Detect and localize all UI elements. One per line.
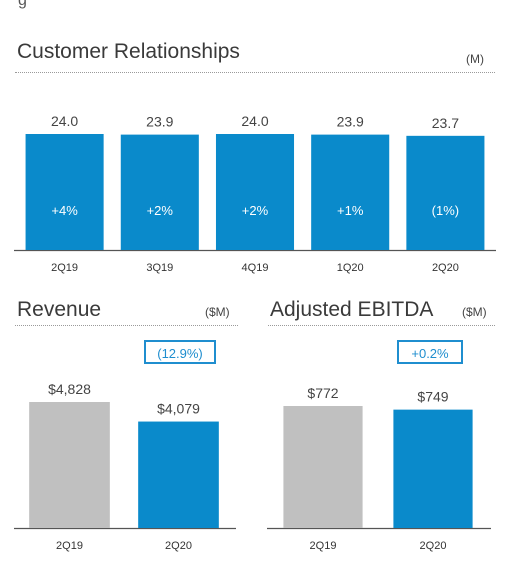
value-label-1q20: 23.9 — [337, 114, 364, 130]
revenue-title-rule — [15, 325, 238, 326]
bar-3q19 — [120, 134, 199, 250]
x-tick-label-2q19: 2Q19 — [51, 262, 78, 274]
bar-2q20 — [393, 409, 473, 528]
x-tick-label-3q19: 3Q19 — [146, 262, 173, 274]
x-tick-label-2q20: 2Q20 — [432, 262, 459, 274]
bar-2q19 — [283, 406, 363, 528]
revenue-change-badge: (12.9%) — [144, 340, 216, 364]
growth-label-4q19: +2% — [242, 203, 269, 218]
bar-2q20 — [406, 135, 485, 250]
adjusted-ebitda-change-badge: +0.2% — [397, 340, 463, 364]
x-tick-label-1q20: 1Q20 — [337, 262, 364, 274]
bar-1q20 — [311, 134, 390, 250]
x-tick-label-2q19: 2Q19 — [56, 540, 83, 552]
adjusted-ebitda-title: Adjusted EBITDA — [270, 298, 434, 321]
customer-relationships-unit: (M) — [466, 52, 484, 66]
growth-label-1q20: +1% — [337, 203, 364, 218]
value-label-2q19: 24.0 — [51, 113, 78, 129]
x-tick-label-2q20: 2Q20 — [420, 540, 447, 552]
bar-2q19 — [25, 134, 104, 250]
value-label-4q19: 24.0 — [241, 113, 268, 129]
x-tick-label-2q19: 2Q19 — [310, 540, 337, 552]
adjusted-ebitda-unit: ($M) — [462, 305, 487, 319]
value-label-2q20: 23.7 — [432, 115, 459, 131]
adjusted-ebitda-title-rule — [268, 325, 495, 326]
revenue-title: Revenue — [17, 298, 102, 321]
bar-2q20 — [138, 421, 219, 528]
value-label-3q19: 23.9 — [146, 114, 173, 130]
value-label-2q19: $772 — [307, 385, 338, 401]
x-tick-label-4q19: 4Q19 — [242, 262, 269, 274]
bar-2q19 — [29, 402, 110, 528]
cut-off-heading-fragment: g — [18, 0, 27, 9]
growth-label-2q19: +4% — [51, 203, 78, 218]
x-tick-label-2q20: 2Q20 — [165, 540, 192, 552]
value-label-2q20: $749 — [417, 389, 448, 405]
value-label-2q20: $4,079 — [157, 401, 200, 417]
bar-4q19 — [215, 134, 295, 250]
customer-relationships-title-rule — [15, 72, 495, 73]
revenue-unit: ($M) — [205, 305, 230, 319]
value-label-2q19: $4,828 — [48, 381, 91, 397]
customer-relationships-title: Customer Relationships — [17, 40, 240, 63]
growth-label-2q20: (1%) — [432, 203, 459, 218]
growth-label-3q19: +2% — [147, 203, 174, 218]
